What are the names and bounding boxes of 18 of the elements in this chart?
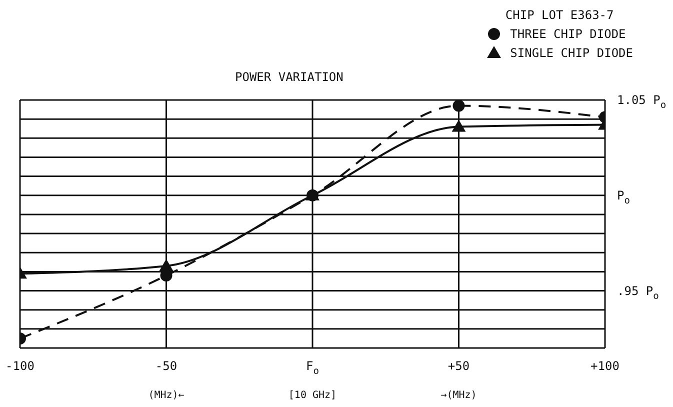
legend-label: THREE CHIP DIODE xyxy=(509,26,627,42)
legend-title: CHIP LOT E363-7 xyxy=(504,8,615,22)
text: (MHz)← xyxy=(148,390,184,401)
text: [10 GHz] xyxy=(288,390,337,401)
text: →(MHz) xyxy=(440,390,477,401)
legend-label: SINGLE CHIP DIODE xyxy=(509,45,633,61)
chart-title: POWER VARIATION xyxy=(235,70,344,84)
point xyxy=(159,258,174,271)
point xyxy=(452,120,466,132)
y-tick-label: 1.05 P$_{o}$ xyxy=(617,93,666,110)
x-tick-label: F$_{o}$ xyxy=(306,359,320,376)
x-tick-label: +100 xyxy=(590,359,620,373)
y-tick-label: P$_{o}$ xyxy=(617,188,630,206)
y-tick-label: .95 P$_{o}$ xyxy=(617,284,660,302)
x-tick-label: -100 xyxy=(6,359,34,373)
x-tick-label: +50 xyxy=(448,359,470,373)
x-tick-label: -50 xyxy=(155,359,178,373)
point xyxy=(452,100,465,112)
